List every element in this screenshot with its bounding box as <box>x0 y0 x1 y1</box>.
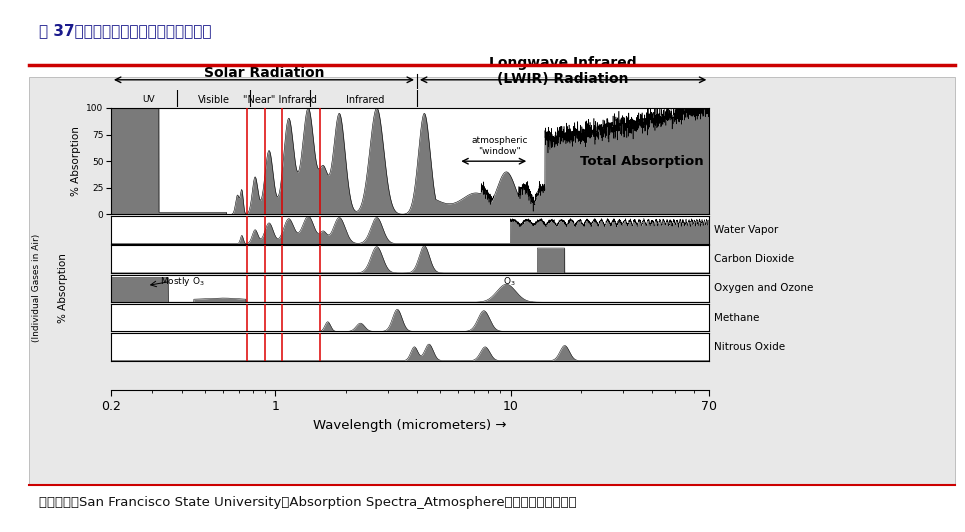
Text: Visible: Visible <box>198 95 231 105</box>
Text: Mostly O$_3$: Mostly O$_3$ <box>160 275 206 288</box>
Text: Longwave Infrared
(LWIR) Radiation: Longwave Infrared (LWIR) Radiation <box>489 56 637 86</box>
Text: Total Absorption: Total Absorption <box>580 155 703 168</box>
Text: O$_3$: O$_3$ <box>503 275 515 288</box>
Text: "Near" Infrared: "Near" Infrared <box>243 95 317 105</box>
Y-axis label: % Absorption: % Absorption <box>70 126 80 196</box>
Text: UV: UV <box>143 95 155 104</box>
Text: (Individual Gases in Air): (Individual Gases in Air) <box>32 234 41 343</box>
Text: Oxygen and Ozone: Oxygen and Ozone <box>714 284 813 293</box>
Text: Infrared: Infrared <box>345 95 384 105</box>
X-axis label: Wavelength (micrometers) →: Wavelength (micrometers) → <box>314 419 507 432</box>
Text: Nitrous Oxide: Nitrous Oxide <box>714 342 786 352</box>
Text: 图 37：大气吸收光谱与电磁波传播窗口: 图 37：大气吸收光谱与电磁波传播窗口 <box>39 23 211 38</box>
Text: Water Vapor: Water Vapor <box>714 225 779 235</box>
Text: Methane: Methane <box>714 313 759 322</box>
Text: Carbon Dioxide: Carbon Dioxide <box>714 254 794 264</box>
Text: Solar Radiation: Solar Radiation <box>204 66 324 80</box>
Text: % Absorption: % Absorption <box>58 253 68 323</box>
Text: 资料来源：San Francisco State University《Absorption Spectra_Atmosphere》，中信证券研究部: 资料来源：San Francisco State University《Abso… <box>39 496 576 509</box>
Text: atmospheric
"window": atmospheric "window" <box>472 137 528 156</box>
